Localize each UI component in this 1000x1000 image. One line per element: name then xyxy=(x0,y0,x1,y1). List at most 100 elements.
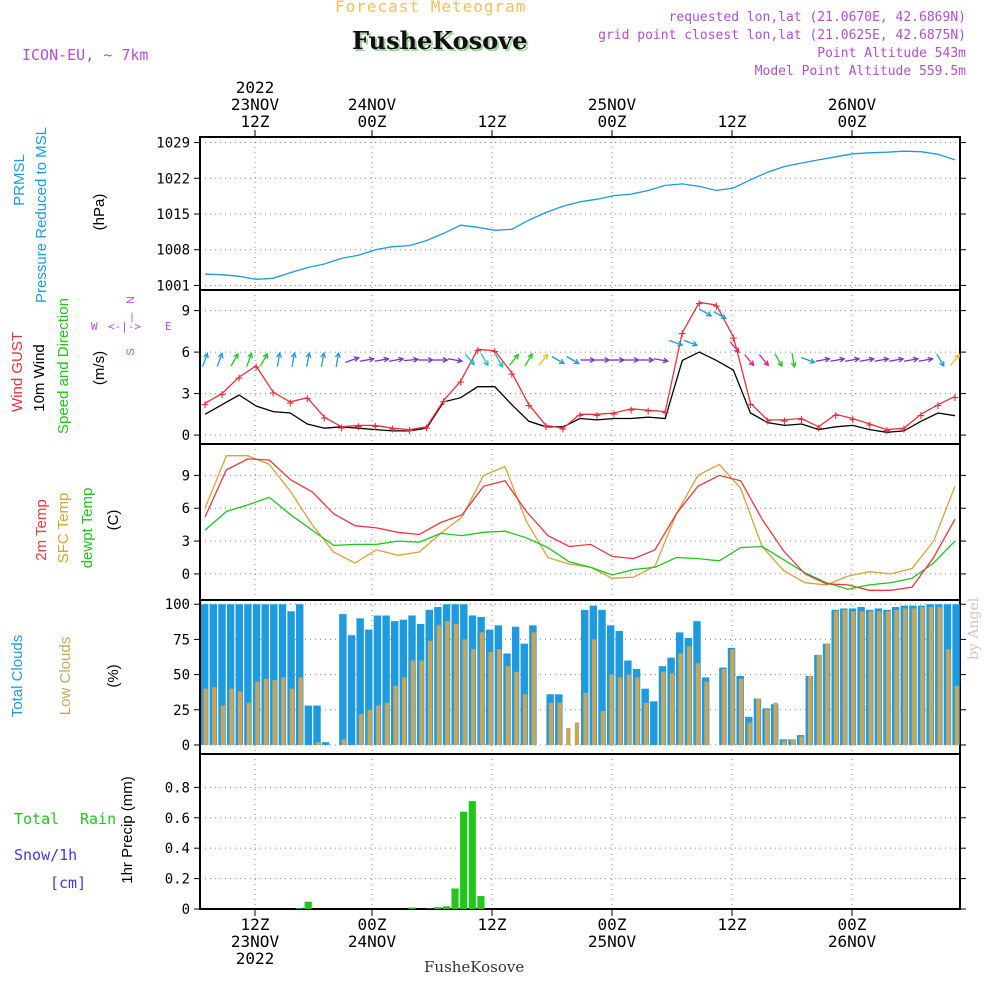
location-title: FusheKosove xyxy=(352,26,528,55)
gust-marker: + xyxy=(695,296,703,311)
low-cloud-bar xyxy=(894,609,899,745)
low-cloud-bar xyxy=(851,611,856,745)
low-cloud-bar xyxy=(782,740,787,745)
low-cloud-bar xyxy=(695,663,701,745)
low-cloud-bar xyxy=(203,688,208,745)
total-cloud-bar xyxy=(244,604,252,745)
wind-arrow-head xyxy=(320,351,327,359)
wind-arrow xyxy=(335,352,340,368)
wind-gust-label: Wind GUST xyxy=(9,332,26,412)
precip-bar xyxy=(442,906,450,909)
total-cloud-bar xyxy=(278,604,287,745)
low-cloud-bar xyxy=(229,688,234,745)
gust-marker: + xyxy=(337,421,345,436)
pressure-line xyxy=(204,150,956,280)
low-cloud-bar xyxy=(358,714,364,745)
wind-arrow-head xyxy=(883,356,890,363)
low-cloud-bar xyxy=(237,691,243,745)
dewpoint-line xyxy=(204,496,956,590)
precip-unit-label: 1hr Precip (mm) xyxy=(119,776,136,884)
total-cloud-bar xyxy=(201,604,209,745)
wind-arrow xyxy=(551,355,565,365)
wind-arrow-head xyxy=(247,352,253,359)
wind-arrow-head xyxy=(898,356,905,363)
low-cloud-bar xyxy=(946,649,951,745)
gust-marker: + xyxy=(286,396,294,411)
wind-arrow-head xyxy=(734,347,740,354)
low-cloud-bar xyxy=(799,736,804,745)
wind-arrow-head xyxy=(939,361,945,368)
low-cloud-bar xyxy=(220,705,226,745)
gust-marker: + xyxy=(201,397,209,412)
gust-marker: + xyxy=(440,395,448,410)
wind-arrow xyxy=(538,354,549,366)
low-cloud-bar xyxy=(376,705,381,745)
wind-unit-label: (m/s) xyxy=(91,351,108,385)
low-cloud-bar xyxy=(920,607,925,745)
low-cloud-bar xyxy=(445,621,450,745)
total-cloud-bar xyxy=(261,604,269,745)
y-tick-label: 1029 xyxy=(156,136,190,152)
y-tick-label: 3 xyxy=(182,387,190,403)
time-label-top: 25NOV xyxy=(588,95,637,114)
wind-arrow xyxy=(374,358,389,362)
wind-arrow-head xyxy=(217,352,224,359)
low-cloud-bar xyxy=(212,687,217,745)
precip-bar xyxy=(451,888,459,909)
wind-arrow xyxy=(464,353,475,366)
low-cloud-bar xyxy=(661,671,666,745)
low-cloud-bar xyxy=(833,611,839,745)
wind-arrow xyxy=(230,353,239,367)
wind-arrow xyxy=(729,341,740,353)
wind-arrow-head xyxy=(662,357,670,364)
low-cloud-bar xyxy=(574,722,580,745)
precip-bar xyxy=(460,811,468,909)
low-cloud-bar xyxy=(462,639,467,745)
wind-arrow xyxy=(447,358,463,362)
low-cloud-bar xyxy=(678,653,683,745)
closest-coords: grid point closest lon,lat (21.0625E, 42… xyxy=(598,28,966,43)
compass-arrows: <-|-> xyxy=(108,320,141,333)
wind-arrow xyxy=(668,339,683,346)
wind-arrow xyxy=(276,352,281,368)
point-altitude: Point Altitude 543m xyxy=(817,46,966,61)
low-cloud-bar xyxy=(704,681,709,745)
model-point-altitude: Model Point Altitude 559.5m xyxy=(754,64,966,79)
total-cloud-bar xyxy=(339,614,347,745)
low-cloud-bar xyxy=(557,702,562,745)
low-cloud-bar xyxy=(514,671,519,745)
precip-bar xyxy=(477,896,485,909)
wind-arrow-head xyxy=(824,356,831,363)
low-cloud-bar xyxy=(885,611,891,745)
y-tick-label: 0 xyxy=(182,738,190,754)
wind-arrow-head xyxy=(203,352,209,359)
low-cloud-bar xyxy=(272,680,277,745)
low-cloud-bar xyxy=(436,625,441,745)
wind-arrow-head xyxy=(542,353,549,360)
wind-arrow xyxy=(201,353,209,367)
low-cloud-bar xyxy=(315,742,321,745)
wind-arrow-head xyxy=(677,340,684,347)
wind-arrow-head xyxy=(469,359,476,366)
wind-arrow-head xyxy=(633,357,640,363)
wind-arrow-head xyxy=(648,357,655,363)
y-tick-label: 1008 xyxy=(156,243,190,259)
wind-arrow-head xyxy=(413,356,420,363)
gust-marker: + xyxy=(559,422,567,437)
time-label-top: 00Z xyxy=(838,112,867,131)
low-cloud-bar xyxy=(505,666,511,745)
wind-10m-label: 10m Wind xyxy=(31,344,48,412)
wind-direction-label: Speed and Direction xyxy=(55,298,72,434)
wind-arrow xyxy=(859,358,874,362)
wind-arrow-head xyxy=(809,358,816,364)
gust-marker: + xyxy=(798,412,806,427)
low-cloud-bar xyxy=(246,702,251,745)
pressure-unit-label: (hPa) xyxy=(91,194,108,231)
y-tick-label: 6 xyxy=(182,345,190,361)
wind-arrow-head xyxy=(720,313,727,320)
time-label-top: 2022 xyxy=(236,78,275,97)
low-clouds-label: Low Clouds xyxy=(57,637,74,715)
gust-marker: + xyxy=(832,408,840,423)
wind-arrow-head xyxy=(573,358,580,365)
time-label-top: 23NOV xyxy=(231,95,280,114)
